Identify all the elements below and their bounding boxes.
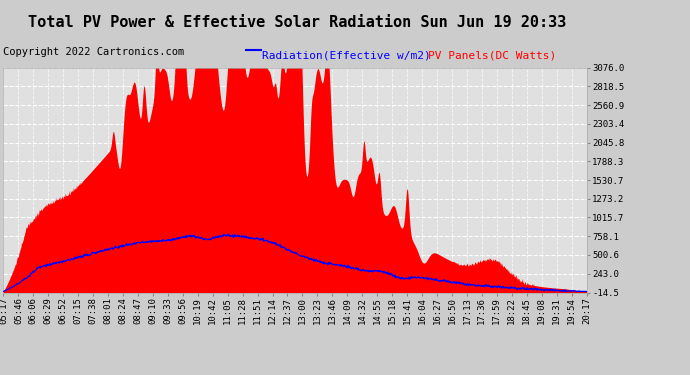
Text: Radiation(Effective w/m2): Radiation(Effective w/m2)	[262, 51, 431, 61]
Text: PV Panels(DC Watts): PV Panels(DC Watts)	[428, 51, 556, 61]
Text: Copyright 2022 Cartronics.com: Copyright 2022 Cartronics.com	[3, 47, 185, 57]
Text: Total PV Power & Effective Solar Radiation Sun Jun 19 20:33: Total PV Power & Effective Solar Radiati…	[28, 15, 566, 30]
